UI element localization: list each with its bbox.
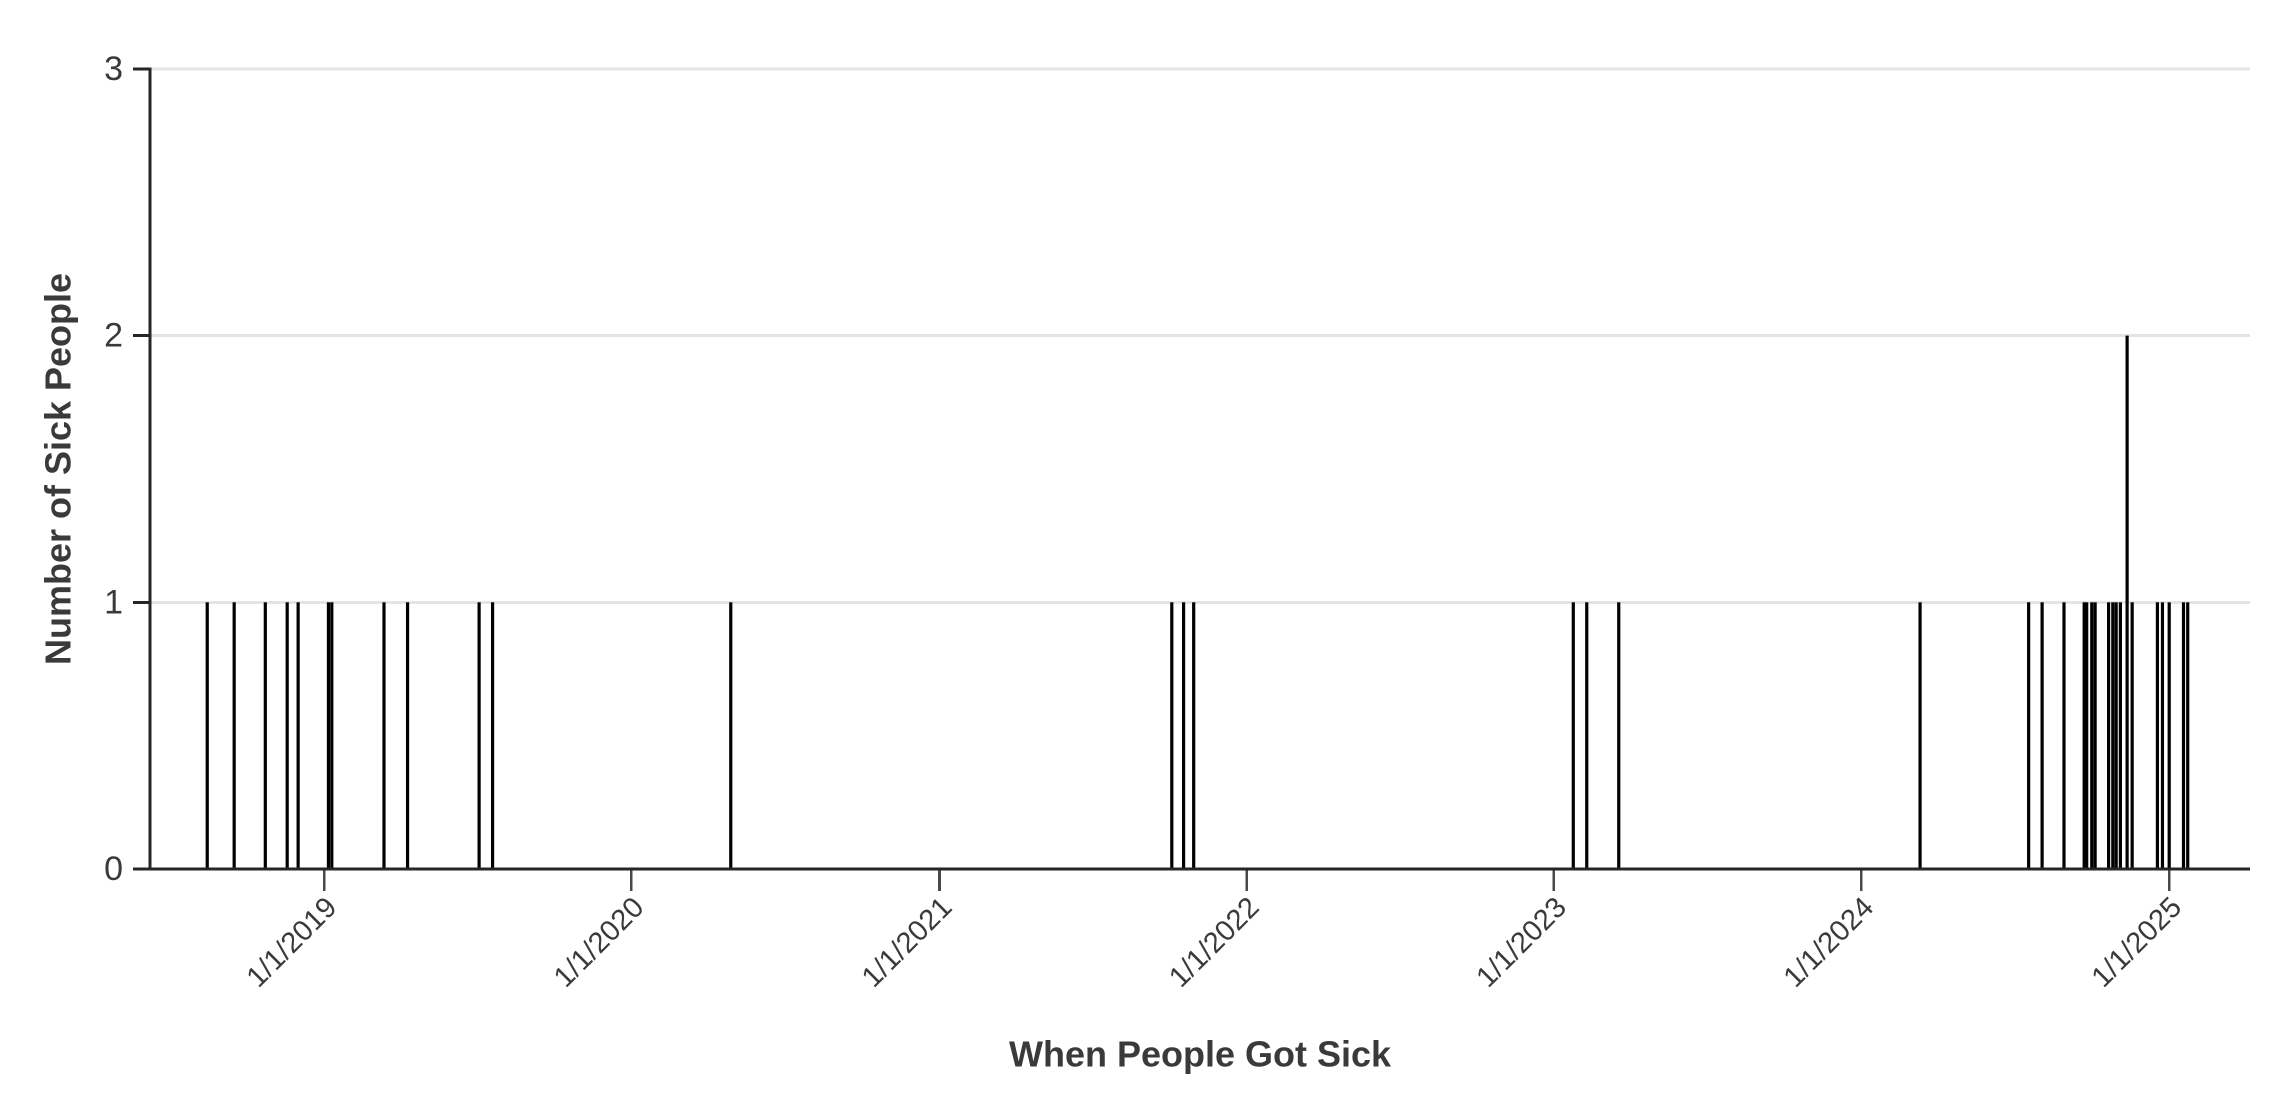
bar <box>1181 602 1186 869</box>
x-tick-label: 1/1/2023 <box>1470 891 1572 993</box>
y-tick-label: 0 <box>104 850 123 888</box>
y-axis-title: Number of Sick People <box>38 273 79 665</box>
bar <box>2090 602 2094 869</box>
x-tick-label: 1/1/2019 <box>241 891 343 993</box>
tick-labels-layer: 0 1 2 3 1/1/2019 1/1/2020 1/1/2021 1/1/2022 1/1/… <box>104 50 2188 994</box>
bar <box>2027 602 2031 869</box>
bar <box>2181 602 2186 869</box>
bar <box>2125 335 2129 870</box>
bar <box>2107 602 2111 869</box>
bar <box>205 602 209 869</box>
bar <box>2118 602 2122 869</box>
bar <box>1192 602 1196 869</box>
bar <box>330 602 334 869</box>
x-tick-label: 1/1/2020 <box>548 891 650 993</box>
bar <box>1571 602 1575 869</box>
bar <box>729 602 733 869</box>
bar <box>1170 602 1174 869</box>
bar <box>2167 602 2171 869</box>
y-tick-label: 3 <box>104 50 123 88</box>
axes-layer <box>133 67 2250 891</box>
x-tick-label: 1/1/2022 <box>1163 891 1265 993</box>
bar <box>2040 602 2044 869</box>
x-tick-label: 1/1/2024 <box>1778 891 1880 993</box>
bar <box>263 602 267 869</box>
bar <box>2186 602 2190 869</box>
bar <box>2093 602 2097 869</box>
bar <box>382 602 386 869</box>
y-tick-label: 2 <box>104 317 123 355</box>
x-tick-label: 1/1/2025 <box>2086 891 2188 993</box>
bar <box>2114 602 2118 869</box>
bar <box>2082 602 2086 869</box>
x-tick-label: 1/1/2021 <box>856 891 958 993</box>
gridlines-layer <box>150 67 2250 604</box>
bar <box>405 602 410 869</box>
bar <box>296 602 300 869</box>
bar <box>285 602 289 869</box>
bar <box>326 602 331 869</box>
bar <box>477 602 481 869</box>
x-axis-title: When People Got Sick <box>1009 1034 1392 1075</box>
bar <box>2160 602 2165 869</box>
bar <box>2111 602 2115 869</box>
bar <box>1585 602 1589 869</box>
bar <box>1918 602 1922 869</box>
bar <box>2062 602 2066 869</box>
bar <box>490 602 495 869</box>
bar <box>1617 602 1621 869</box>
y-tick-label: 1 <box>104 583 123 621</box>
bar <box>2130 602 2134 869</box>
bars-layer <box>205 335 2190 870</box>
bar <box>232 602 236 869</box>
bar <box>2085 602 2089 869</box>
bar <box>2155 602 2160 869</box>
